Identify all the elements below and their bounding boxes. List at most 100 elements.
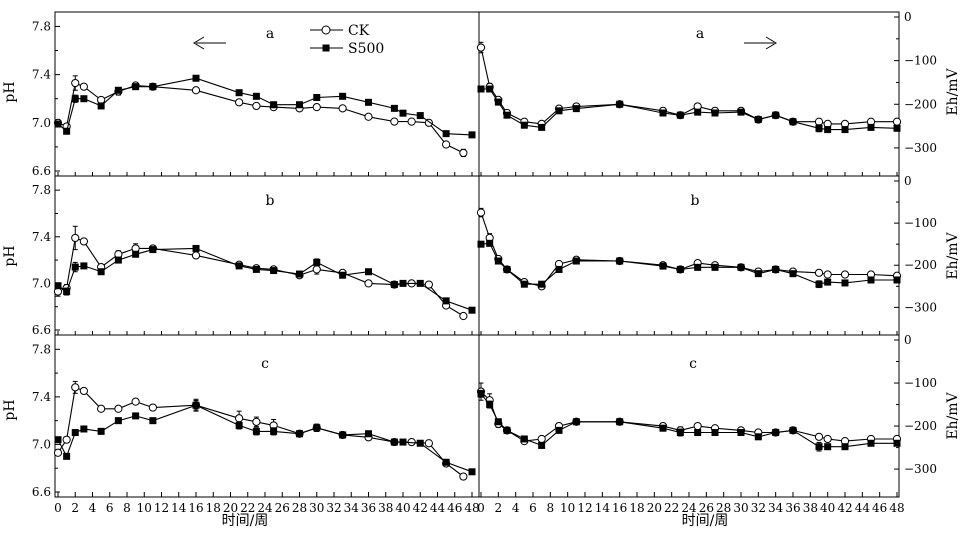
point-ph-b-ck-13: [312, 265, 321, 274]
point-eh-a-ck-21: [892, 117, 902, 126]
point-ph-b-ck-2: [71, 233, 80, 243]
eh-tick-label-1-0: 0: [904, 174, 912, 188]
point-eh-a-s500-20: [867, 123, 875, 131]
series-line-eh-b-s500: [480, 242, 897, 285]
point-eh-c-s500-16: [789, 426, 797, 434]
point-ph-b-s500-9: [235, 262, 243, 270]
point-ph-a-s500-1: [63, 127, 71, 135]
ph-axis-label-a: pH: [2, 81, 18, 102]
point-ph-a-s500-6: [132, 83, 140, 91]
point-ph-a-ck-16: [390, 117, 399, 126]
x-tick-label-right-10: 10: [560, 501, 575, 515]
point-ph-c-s500-18: [416, 439, 424, 447]
point-eh-c-s500-3: [503, 426, 511, 434]
x-tick-label-left-36: 36: [361, 501, 376, 515]
point-eh-b-s500-15: [772, 265, 780, 273]
point-eh-a-s500-10: [676, 111, 684, 119]
point-ph-c-ck-6: [131, 397, 140, 406]
ph-tick-label-1-7.8: 7.8: [32, 183, 51, 197]
point-ph-c-s500-10: [252, 427, 260, 435]
point-ph-c-s500-6: [132, 412, 140, 420]
point-eh-b-s500-9: [659, 262, 667, 270]
point-eh-c-s500-19: [841, 443, 849, 451]
point-ph-b-s500-8: [192, 244, 200, 252]
x-tick-label-left-14: 14: [171, 501, 187, 515]
point-ph-a-ck-17: [407, 117, 416, 126]
point-eh-c-s500-2: [494, 418, 502, 426]
eh-axis-label-b: Eh/mV: [945, 231, 961, 279]
x-tick-label-left-38: 38: [378, 501, 393, 515]
point-ph-b-ck-15: [364, 279, 373, 288]
point-ph-a-s500-9: [235, 89, 243, 97]
point-eh-a-s500-13: [737, 108, 745, 116]
panel-label-eh-c: c: [689, 356, 697, 372]
point-eh-c-s500-4: [520, 435, 528, 443]
x-tick-label-left-6: 6: [106, 501, 114, 515]
point-eh-c-s500-1: [486, 401, 494, 409]
legend-ck-label: CK: [348, 23, 370, 39]
point-eh-b-ck-17: [814, 268, 824, 277]
point-eh-b-ck-0: [476, 208, 486, 217]
point-eh-a-s500-15: [772, 111, 780, 119]
x-tick-label-right-6: 6: [529, 501, 537, 515]
point-eh-b-s500-2: [494, 257, 502, 265]
point-ph-c-s500-15: [365, 430, 372, 438]
point-ph-b-s500-5: [114, 256, 122, 264]
x-axis-title-right: 时间/周: [682, 513, 729, 529]
ph-tick-label-1-7.0: 7.0: [32, 276, 51, 290]
point-eh-c-s500-10: [676, 429, 684, 437]
x-axis-title-left: 时间/周: [222, 513, 269, 529]
eh-tick-label-1--300: −300: [904, 300, 937, 314]
point-ph-c-s500-2: [71, 429, 79, 437]
point-eh-a-s500-12: [711, 109, 719, 117]
panel-label-ph-c: c: [261, 356, 269, 372]
point-eh-c-ck-5: [537, 434, 546, 444]
x-tick-label-left-44: 44: [430, 501, 446, 515]
ph-tick-label-0-7.4: 7.4: [32, 68, 51, 82]
point-eh-b-s500-1: [486, 239, 494, 247]
point-ph-b-s500-4: [97, 268, 105, 276]
point-eh-b-ck-18: [823, 270, 832, 279]
point-eh-c-s500-9: [659, 424, 667, 432]
point-eh-c-ck-11: [693, 421, 702, 431]
point-ph-b-s500-0: [54, 282, 62, 290]
point-ph-a-ck-14: [338, 104, 347, 113]
point-eh-c-s500-20: [867, 439, 875, 447]
point-ph-a-s500-17: [399, 109, 407, 117]
x-tick-label-right-42: 42: [837, 501, 852, 515]
x-tick-label-right-12: 12: [577, 501, 592, 515]
point-eh-a-s500-5: [538, 123, 546, 131]
point-ph-c-s500-0: [54, 436, 62, 444]
x-tick-label-left-40: 40: [395, 501, 410, 515]
point-eh-a-s500-9: [659, 109, 667, 117]
point-ph-c-s500-11: [270, 427, 278, 435]
legend: CK S500: [310, 23, 384, 57]
point-eh-a-s500-4: [520, 121, 528, 129]
point-eh-b-s500-5: [538, 280, 546, 288]
point-ph-a-ck-3: [79, 82, 88, 91]
point-eh-a-s500-21: [893, 124, 901, 132]
eh-tick-label-0--200: −200: [904, 97, 937, 111]
point-ph-a-ck-4: [97, 95, 106, 105]
point-ph-a-s500-16: [390, 104, 398, 112]
point-eh-a-s500-16: [789, 118, 797, 126]
x-tick-label-left-10: 10: [137, 501, 152, 515]
x-tick-label-left-28: 28: [292, 501, 307, 515]
point-eh-a-s500-3: [503, 111, 511, 119]
point-ph-a-s500-0: [54, 120, 62, 128]
point-ph-b-s500-11: [270, 267, 278, 275]
point-ph-a-s500-15: [365, 98, 372, 106]
x-tick-label-left-42: 42: [413, 501, 428, 515]
point-ph-b-ck-3: [79, 237, 88, 246]
point-ph-c-s500-3: [80, 425, 88, 433]
point-eh-c-ck-17: [814, 432, 824, 441]
x-tick-label-right-30: 30: [733, 501, 748, 515]
point-ph-a-ck-13: [312, 103, 321, 112]
x-tick-label-right-40: 40: [820, 501, 835, 515]
ph-tick-label-0-7.8: 7.8: [32, 19, 51, 33]
x-tick-label-left-20: 20: [223, 501, 238, 515]
point-ph-a-ck-19: [442, 140, 451, 149]
arrow-right-icon: [744, 36, 777, 50]
x-tick-label-right-36: 36: [785, 501, 800, 515]
point-eh-a-s500-8: [616, 100, 624, 108]
